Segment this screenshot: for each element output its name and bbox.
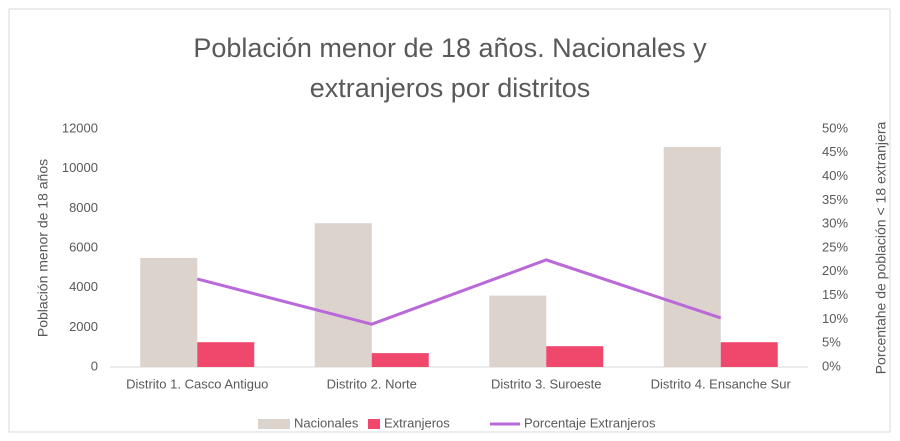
legend-label: Extranjeros [384, 415, 450, 430]
legend-label: Nacionales [294, 415, 359, 430]
x-tick-label: Distrito 4. Ensanche Sur [651, 376, 792, 391]
y2-tick-label: 45% [822, 144, 848, 159]
y-tick-label: 6000 [69, 239, 98, 254]
y2-tick-label: 15% [822, 287, 848, 302]
bar [314, 223, 372, 367]
bar [546, 346, 604, 367]
y2-tick-label: 50% [822, 120, 848, 135]
bar [489, 295, 547, 367]
y2-tick-label: 5% [822, 335, 841, 350]
x-tick-label: Distrito 1. Casco Antiguo [126, 376, 268, 391]
legend-label: Porcentaje Extranjeros [524, 415, 656, 430]
y-tick-label: 8000 [69, 200, 98, 215]
bar [197, 342, 255, 367]
bar [663, 146, 721, 367]
y-axis-label: Población menor de 18 años [35, 159, 51, 337]
y2-tick-label: 25% [822, 239, 848, 254]
y-tick-label: 0 [91, 358, 98, 373]
y2-tick-label: 35% [822, 192, 848, 207]
y2-tick-label: 10% [822, 311, 848, 326]
y-tick-label: 2000 [69, 319, 98, 334]
y-tick-label: 12000 [62, 120, 98, 135]
bar [140, 257, 198, 367]
y-tick-label: 10000 [62, 160, 98, 175]
line [196, 258, 722, 326]
x-tick-label: Distrito 2. Norte [327, 376, 417, 391]
legend-swatch [368, 419, 380, 429]
y-tick-label: 4000 [69, 279, 98, 294]
chart-border [8, 8, 891, 433]
y2-tick-label: 40% [822, 168, 848, 183]
y2-axis-label: Porcentahe de población < 18 extranjera [873, 122, 889, 375]
bar [371, 353, 429, 367]
y2-tick-label: 30% [822, 216, 848, 231]
x-tick-label: Distrito 3. Suroeste [491, 376, 602, 391]
chart-title: Población menor de 18 años. Nacionales y… [193, 33, 707, 103]
y2-tick-label: 0% [822, 358, 841, 373]
legend-swatch [258, 419, 290, 429]
bar [720, 342, 778, 367]
y2-tick-label: 20% [822, 263, 848, 278]
